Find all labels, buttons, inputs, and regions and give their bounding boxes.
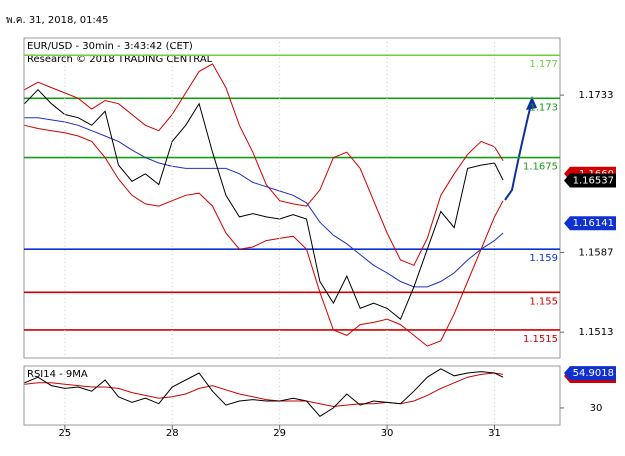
y-tick-label: 30 — [590, 403, 603, 414]
level-label: 1.173 — [529, 102, 558, 113]
forecast-arrowhead — [526, 96, 537, 110]
price-panel — [23, 37, 561, 359]
level-label: 1.155 — [529, 296, 558, 307]
x-tick-label: 30 — [381, 428, 394, 439]
series-line — [24, 372, 504, 408]
series-line — [24, 117, 504, 288]
x-tick-label: 31 — [488, 428, 501, 439]
price-tag — [564, 173, 616, 188]
chart-subtitle: Research © 2018 TRADING CENTRAL — [27, 54, 213, 65]
rsi-panel — [23, 365, 561, 426]
price-tag-label: 1.16141 — [573, 218, 614, 229]
series-line — [24, 124, 504, 347]
price-tag — [564, 366, 616, 381]
chart-title: EUR/USD - 30min - 3:43:42 (CET) — [27, 41, 193, 52]
y-tick-label: 1.1513 — [579, 327, 614, 338]
level-label: 1.177 — [529, 59, 558, 70]
level-label: 1.159 — [529, 253, 558, 264]
level-label: 1.1515 — [523, 334, 558, 345]
timestamp: พ.ค. 31, 2018, 01:45 — [6, 15, 109, 26]
x-tick-label: 29 — [273, 428, 286, 439]
rsi-title: RSI14 - 9MA — [27, 369, 88, 380]
price-tag-label: 1.16537 — [573, 176, 614, 187]
forecast-arrow — [504, 99, 533, 201]
level-label: 1.1675 — [523, 162, 558, 173]
series-line — [24, 368, 504, 417]
price-tag-label: 54.9018 — [573, 368, 614, 379]
price-tag — [564, 216, 616, 231]
x-tick-label: 28 — [166, 428, 179, 439]
series-line — [24, 63, 504, 266]
series-line — [24, 88, 504, 321]
x-tick-label: 25 — [58, 428, 71, 439]
y-tick-label: 1.1587 — [579, 247, 614, 258]
y-tick-label: 1.1733 — [579, 90, 614, 101]
